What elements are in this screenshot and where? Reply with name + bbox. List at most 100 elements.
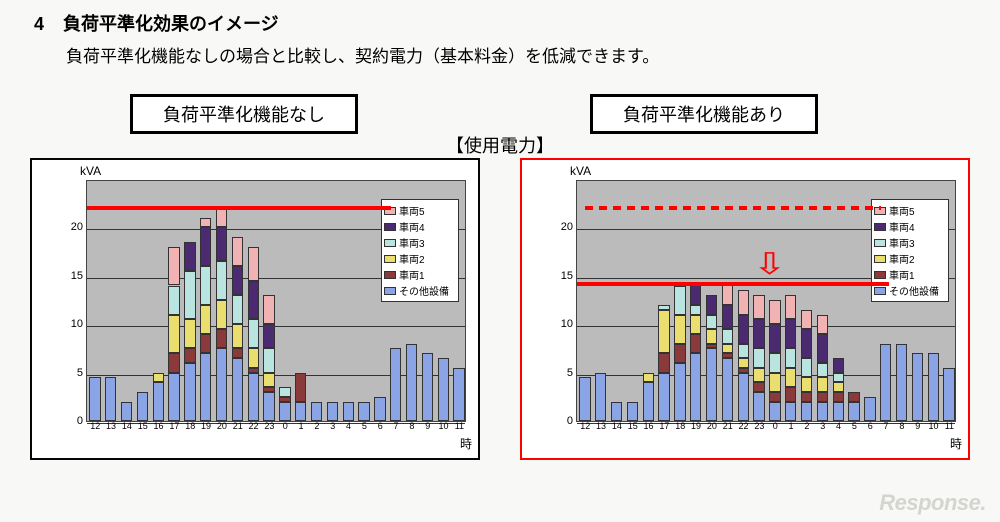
legend-swatch — [874, 239, 886, 247]
section-heading: 4 負荷平準化効果のイメージ — [34, 10, 279, 36]
bar-column: 18 — [184, 179, 195, 421]
x-tick-label: 0 — [278, 421, 292, 431]
bar-segment-car3 — [263, 348, 274, 372]
bar-segment-car4 — [232, 266, 243, 295]
heading-number: 4 — [34, 14, 44, 34]
bar-segment-other — [216, 348, 227, 421]
bar-segment-car4 — [753, 319, 764, 348]
bar-column: 13 — [595, 179, 606, 421]
legend-label: 車両4 — [889, 219, 915, 234]
bar-segment-car3 — [769, 353, 780, 372]
bar-column: 21 — [722, 179, 733, 421]
bar-segment-car1 — [200, 334, 211, 353]
legend-label: その他設備 — [399, 283, 449, 298]
bar-segment-car1 — [295, 373, 306, 402]
bar-segment-car5 — [722, 285, 733, 304]
x-tick-label: 6 — [373, 421, 387, 431]
bar-segment-car2 — [216, 300, 227, 329]
bar-segment-car2 — [817, 377, 828, 392]
bar-segment-car4 — [785, 319, 796, 348]
bar-segment-car4 — [769, 324, 780, 353]
x-tick-label: 18 — [183, 421, 197, 431]
bar-column: 22 — [738, 179, 749, 421]
legend-swatch — [384, 271, 396, 279]
bar-segment-car4 — [722, 305, 733, 329]
plot-area: 0510152012131415161718192021222301234567… — [576, 180, 956, 422]
x-tick-label: 8 — [405, 421, 419, 431]
legend-swatch — [384, 223, 396, 231]
bar-column: 12 — [579, 179, 590, 421]
x-tick-label: 19 — [689, 421, 703, 431]
x-tick-label: 2 — [800, 421, 814, 431]
bar-segment-car4 — [216, 227, 227, 261]
x-tick-label: 11 — [942, 421, 956, 431]
x-tick-label: 12 — [578, 421, 592, 431]
bar-segment-other — [438, 358, 449, 421]
x-tick-label: 4 — [832, 421, 846, 431]
bar-segment-car3 — [658, 305, 669, 310]
bar-segment-car2 — [722, 344, 733, 354]
section-subtitle: 負荷平準化機能なしの場合と比較し、契約電力（基本料金）を低減できます。 — [66, 42, 659, 67]
center-caption: 【使用電力】 — [0, 132, 1000, 158]
bar-segment-car5 — [785, 295, 796, 319]
bar-segment-car1 — [232, 348, 243, 358]
bar-segment-car5 — [801, 310, 812, 329]
bar-segment-car5 — [769, 300, 780, 324]
x-tick-label: 4 — [342, 421, 356, 431]
bar-segment-other — [232, 358, 243, 421]
bar-segment-car2 — [168, 315, 179, 354]
bar-segment-other — [184, 363, 195, 421]
bar-segment-car1 — [263, 387, 274, 392]
bar-column: 22 — [248, 179, 259, 421]
bar-segment-car4 — [738, 315, 749, 344]
bar-segment-car5 — [738, 290, 749, 314]
bar-segment-car3 — [232, 295, 243, 324]
x-tick-label: 12 — [88, 421, 102, 431]
bar-column: 20 — [216, 179, 227, 421]
chart-right: kVA0510152012131415161718192021222301234… — [520, 158, 970, 460]
y-tick-label: 5 — [567, 367, 577, 379]
bar-segment-car1 — [801, 392, 812, 402]
x-tick-label: 13 — [104, 421, 118, 431]
legend-label: 車両2 — [399, 251, 425, 266]
legend-label: 車両4 — [399, 219, 425, 234]
bar-segment-other — [785, 402, 796, 421]
bar-segment-car3 — [200, 266, 211, 305]
bar-column: 3 — [327, 179, 338, 421]
peak-line — [87, 206, 391, 210]
watermark: Response. — [879, 490, 986, 516]
x-tick-label: 15 — [626, 421, 640, 431]
y-tick-label: 15 — [561, 270, 577, 282]
bar-segment-other — [295, 402, 306, 421]
bar-segment-car1 — [690, 334, 701, 353]
bar-segment-other — [358, 402, 369, 421]
bar-segment-car1 — [817, 392, 828, 402]
bar-column: 5 — [848, 179, 859, 421]
bar-segment-car3 — [722, 329, 733, 344]
bar-segment-car3 — [168, 286, 179, 315]
bar-segment-car2 — [263, 373, 274, 388]
bar-segment-other — [690, 353, 701, 421]
bar-column: 1 — [295, 179, 306, 421]
x-tick-label: 22 — [247, 421, 261, 431]
bar-column: 15 — [137, 179, 148, 421]
bar-column: 4 — [833, 179, 844, 421]
bar-segment-car3 — [738, 344, 749, 359]
bar-segment-car2 — [674, 315, 685, 344]
bar-column: 13 — [105, 179, 116, 421]
bar-column: 12 — [89, 179, 100, 421]
legend-item: 車両2 — [384, 251, 456, 266]
y-tick-label: 0 — [77, 415, 87, 427]
legend-item: 車両3 — [384, 235, 456, 250]
legend-swatch — [384, 255, 396, 263]
heading-text: 負荷平準化効果のイメージ — [63, 14, 279, 34]
x-tick-label: 17 — [657, 421, 671, 431]
bar-segment-other — [864, 397, 875, 421]
x-axis-label: 時 — [460, 435, 472, 452]
legend-label: 車両1 — [399, 267, 425, 282]
x-tick-label: 5 — [847, 421, 861, 431]
legend-item: 車両5 — [874, 203, 946, 218]
y-tick-label: 20 — [71, 221, 87, 233]
bar-segment-other — [833, 402, 844, 421]
bar-segment-car3 — [248, 319, 259, 348]
